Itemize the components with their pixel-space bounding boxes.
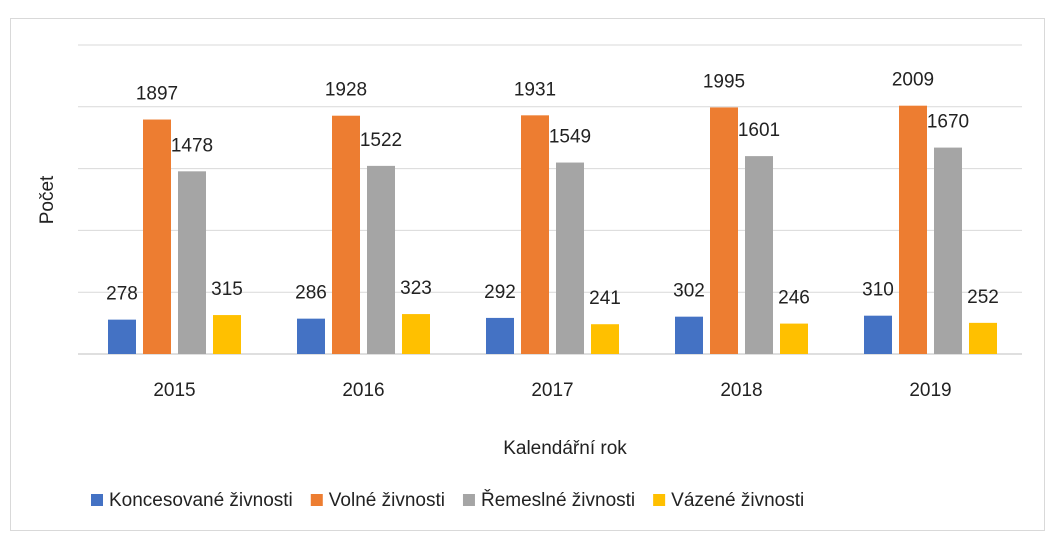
bar <box>899 105 927 355</box>
data-label: 323 <box>400 278 432 299</box>
bar <box>969 322 997 354</box>
bar <box>178 171 206 354</box>
bar <box>297 318 325 354</box>
bar <box>402 314 430 354</box>
legend-label: Řemeslné živnosti <box>481 489 635 511</box>
x-tick-label: 2017 <box>531 380 573 401</box>
data-label: 1478 <box>171 135 213 156</box>
bar <box>934 147 962 354</box>
bar <box>332 115 360 354</box>
data-label: 1601 <box>738 120 780 141</box>
x-tick-label: 2019 <box>909 380 951 401</box>
y-axis-title: Počet <box>37 175 58 224</box>
bar <box>745 156 773 354</box>
bar <box>143 119 171 355</box>
data-label: 1549 <box>549 127 591 148</box>
bar <box>780 323 808 354</box>
legend-swatch <box>91 494 103 506</box>
legend-swatch <box>653 494 666 506</box>
bar <box>486 317 514 354</box>
bar <box>108 319 136 354</box>
bar <box>864 315 892 354</box>
data-label: 1995 <box>703 71 745 92</box>
bar <box>521 115 549 354</box>
data-label: 315 <box>211 279 243 300</box>
x-axis-title: Kalendářní rok <box>503 438 627 459</box>
data-label: 286 <box>295 283 327 304</box>
data-label: 1670 <box>927 112 969 133</box>
bar <box>710 107 738 354</box>
data-label: 1928 <box>325 80 367 101</box>
data-label: 292 <box>484 282 516 303</box>
data-label: 1931 <box>514 79 556 100</box>
data-label: 1897 <box>136 84 178 105</box>
legend-label: Volné živnosti <box>329 490 445 511</box>
legend-swatch <box>310 494 323 506</box>
data-label: 246 <box>778 288 810 309</box>
bar <box>213 315 241 354</box>
legend-swatch <box>462 494 475 506</box>
data-label: 241 <box>589 288 621 309</box>
x-tick-label: 2016 <box>342 380 384 401</box>
data-label: 1522 <box>360 130 402 151</box>
data-label: 252 <box>967 287 999 308</box>
data-label: 310 <box>862 280 894 301</box>
bar <box>675 316 703 354</box>
legend-label: Vázené živnosti <box>671 490 804 511</box>
data-label: 302 <box>673 281 705 302</box>
bar <box>591 324 619 354</box>
data-label: 2009 <box>892 70 934 91</box>
bar <box>367 165 395 354</box>
data-label: 278 <box>106 284 138 305</box>
x-tick-label: 2015 <box>153 380 195 401</box>
legend-label: Koncesované živnosti <box>109 490 293 511</box>
x-tick-label: 2018 <box>720 380 762 401</box>
bar <box>556 162 584 354</box>
